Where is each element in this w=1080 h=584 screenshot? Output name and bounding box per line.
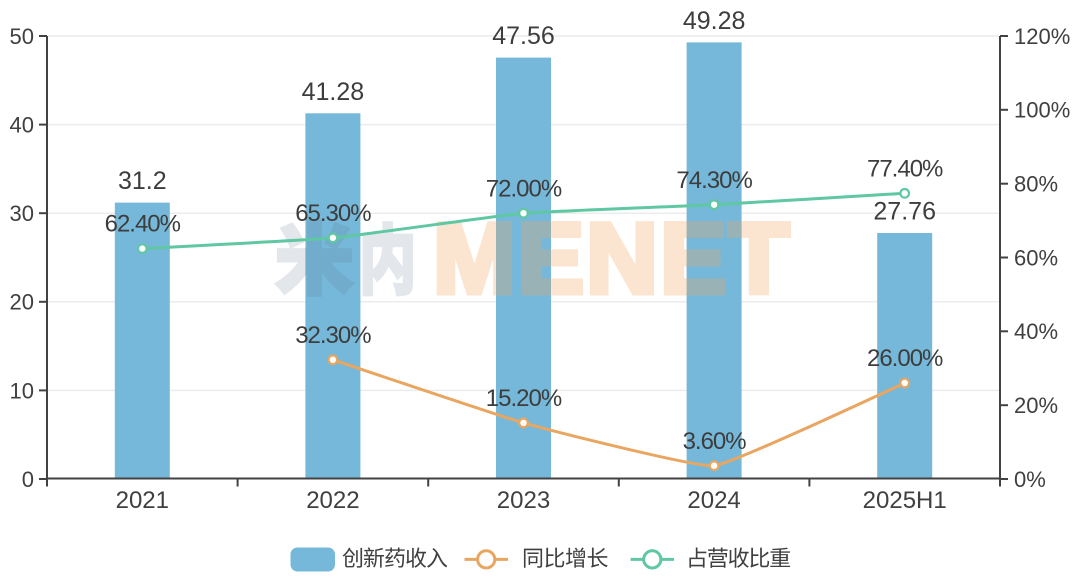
svg-text:47.56: 47.56 xyxy=(492,22,555,50)
svg-text:62.40%: 62.40% xyxy=(105,211,181,238)
svg-text:2025H1: 2025H1 xyxy=(863,487,947,514)
svg-text:41.28: 41.28 xyxy=(302,78,365,106)
svg-text:77.40%: 77.40% xyxy=(867,155,943,182)
svg-text:MENET: MENET xyxy=(433,203,792,314)
svg-text:65.30%: 65.30% xyxy=(295,200,371,227)
svg-text:2024: 2024 xyxy=(687,487,740,514)
svg-text:100%: 100% xyxy=(1014,98,1070,123)
svg-text:40: 40 xyxy=(10,113,34,138)
svg-text:26.00%: 26.00% xyxy=(867,345,943,372)
svg-text:27.76: 27.76 xyxy=(873,198,936,226)
svg-text:74.30%: 74.30% xyxy=(676,167,752,194)
svg-text:2022: 2022 xyxy=(306,487,359,514)
svg-text:31.2: 31.2 xyxy=(118,167,167,195)
svg-text:80%: 80% xyxy=(1014,172,1058,197)
svg-text:20: 20 xyxy=(10,290,34,315)
svg-text:32.30%: 32.30% xyxy=(295,322,371,349)
svg-text:2023: 2023 xyxy=(497,487,550,514)
svg-text:20%: 20% xyxy=(1014,393,1058,418)
svg-text:3.60%: 3.60% xyxy=(683,428,747,455)
svg-text:120%: 120% xyxy=(1014,24,1070,49)
svg-text:15.20%: 15.20% xyxy=(486,385,562,412)
svg-text:49.28: 49.28 xyxy=(683,7,746,35)
svg-text:60%: 60% xyxy=(1014,245,1058,270)
svg-text:0: 0 xyxy=(22,467,34,492)
svg-text:0%: 0% xyxy=(1014,467,1046,492)
svg-text:50: 50 xyxy=(10,24,34,49)
svg-text:30: 30 xyxy=(10,201,34,226)
svg-text:40%: 40% xyxy=(1014,319,1058,344)
svg-text:2021: 2021 xyxy=(116,487,169,514)
svg-text:10: 10 xyxy=(10,378,34,403)
svg-text:72.00%: 72.00% xyxy=(486,175,562,202)
